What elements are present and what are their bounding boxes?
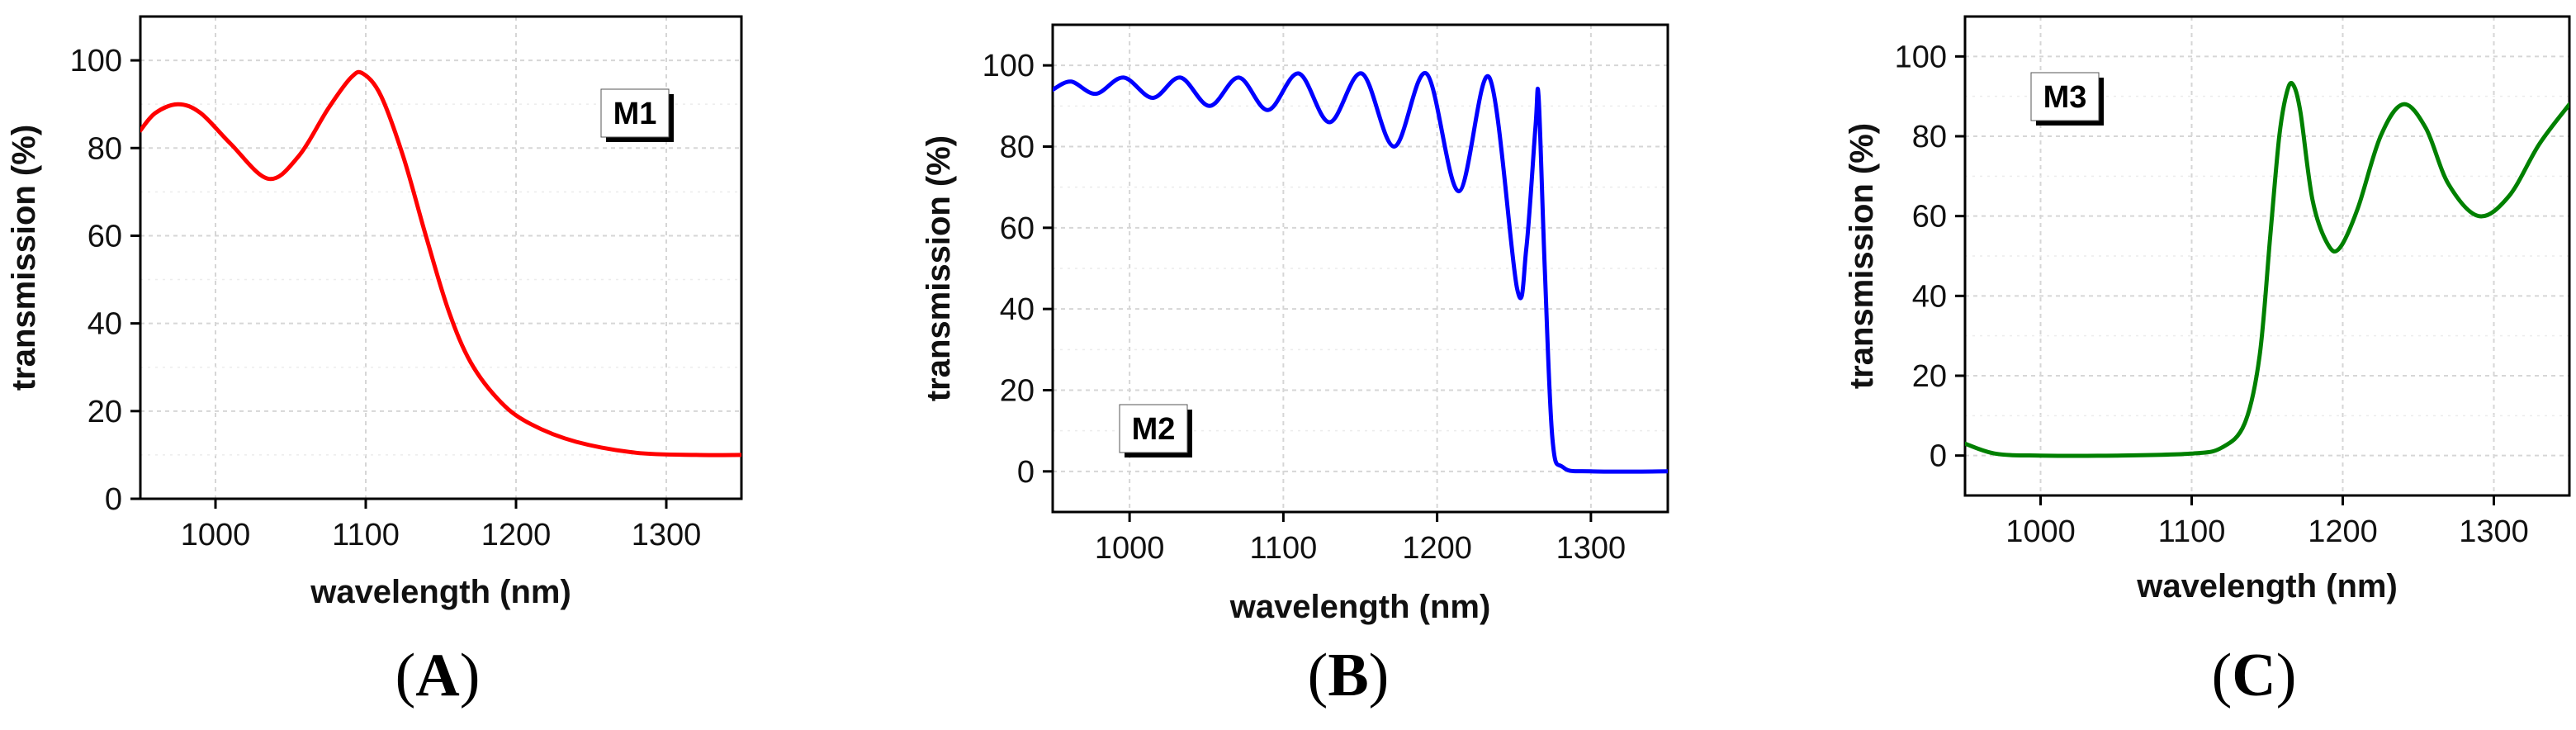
panel-b-xtick-label-1200: 1200 (1402, 531, 1472, 566)
panel-c-xtick-label-1000: 1000 (2005, 514, 2076, 549)
panel-a-xtick-label-1300: 1300 (632, 518, 702, 552)
panel-b-ytick-label-100: 100 (983, 49, 1035, 83)
caption-a: (A) (395, 642, 481, 709)
panel-c-ytick-label-80: 80 (1912, 120, 1947, 154)
panel-b-ytick-label-60: 60 (1000, 211, 1035, 246)
panel-c-ytick-label-60: 60 (1912, 200, 1947, 235)
panel-c-ytick-label-0: 0 (1930, 439, 1947, 474)
panel-c-series-line (1965, 81, 2569, 458)
panel-c: 1000 1100 1200 1300 0 20 40 60 80 100 wavelength (… (1844, 15, 2571, 604)
panel-b-xtick-label-1000: 1000 (1095, 531, 1165, 566)
panel-c-xtick-label-1300: 1300 (2459, 514, 2529, 549)
panel-a-xtick-label-1000: 1000 (181, 518, 251, 552)
panel-a-xlabel: wavelength (nm) (310, 574, 571, 610)
panel-b-xtick-label-1300: 1300 (1556, 531, 1627, 566)
panel-b-label-text: M2 (1132, 412, 1176, 447)
panel-a-label-text: M1 (613, 97, 657, 131)
panel-b-label-box (1119, 404, 1188, 453)
panel-c-xlabel: wavelength (nm) (2136, 568, 2398, 604)
panel-a-ytick-label-0: 0 (105, 482, 122, 517)
panel-a-ylabel: transmission (%) (6, 125, 42, 391)
panel-b-ytick-label-0: 0 (1017, 455, 1035, 490)
panel-a-ytick-label-20: 20 (88, 395, 122, 429)
panel-c-ylabel: transmission (%) (1844, 123, 1880, 389)
panel-a-ytick-label-40: 40 (88, 307, 122, 342)
panel-b-frame (1051, 23, 1669, 514)
caption-b: (B) (1308, 642, 1390, 709)
panel-b-ytick-label-40: 40 (1000, 292, 1035, 327)
panel-c-ytick-label-20: 20 (1912, 359, 1947, 394)
panel-c-xtick-label-1100: 1100 (2158, 514, 2226, 549)
panel-b-xlabel: wavelength (nm) (1229, 589, 1491, 625)
panel-a-ytick-label-80: 80 (88, 131, 122, 166)
panel-b-xtick-label-1100: 1100 (1250, 531, 1318, 566)
panel-c-label-box (2030, 72, 2100, 121)
panel-a-frame (139, 15, 743, 500)
panel-c-ytick-label-40: 40 (1912, 279, 1947, 314)
panel-a-ytick-label-100: 100 (70, 44, 122, 78)
panel-c-ytick-label-100: 100 (1895, 40, 1947, 74)
panel-a-label-box (600, 88, 670, 138)
panel-a-xtick-label-1200: 1200 (481, 518, 552, 552)
panel-c-label-text: M3 (2043, 80, 2087, 115)
panel-b-series-line (1053, 71, 1668, 474)
panel-a: 1000 1100 1200 1300 0 20 40 60 80 100 wavelength (… (6, 15, 743, 610)
panel-a-ytick-label-60: 60 (88, 219, 122, 254)
panel-b-ytick-label-80: 80 (1000, 130, 1035, 165)
panel-c-xtick-label-1200: 1200 (2308, 514, 2378, 549)
panel-c-frame (1963, 15, 2571, 497)
panel-a-xtick-label-1100: 1100 (332, 518, 400, 552)
panel-b-ytick-label-20: 20 (1000, 374, 1035, 409)
panel-a-series-line (140, 69, 741, 457)
panel-b: 1000 1100 1200 1300 0 20 40 60 80 100 wavelength (… (921, 23, 1669, 625)
caption-c: (C) (2212, 642, 2297, 709)
panel-b-ylabel: transmission (%) (921, 135, 957, 401)
